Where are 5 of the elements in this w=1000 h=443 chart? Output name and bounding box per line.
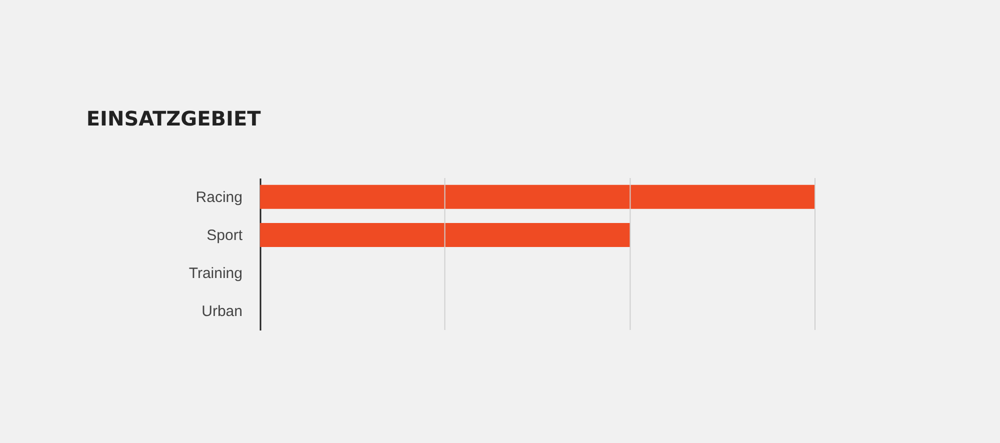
y-tick-label: Racing: [196, 188, 242, 206]
chart-title: EINSATZGEBIET: [86, 106, 262, 130]
y-tick-label: Urban: [202, 303, 242, 320]
y-tick-label: Training: [188, 265, 242, 282]
y-tick-label: Sport: [206, 226, 244, 244]
